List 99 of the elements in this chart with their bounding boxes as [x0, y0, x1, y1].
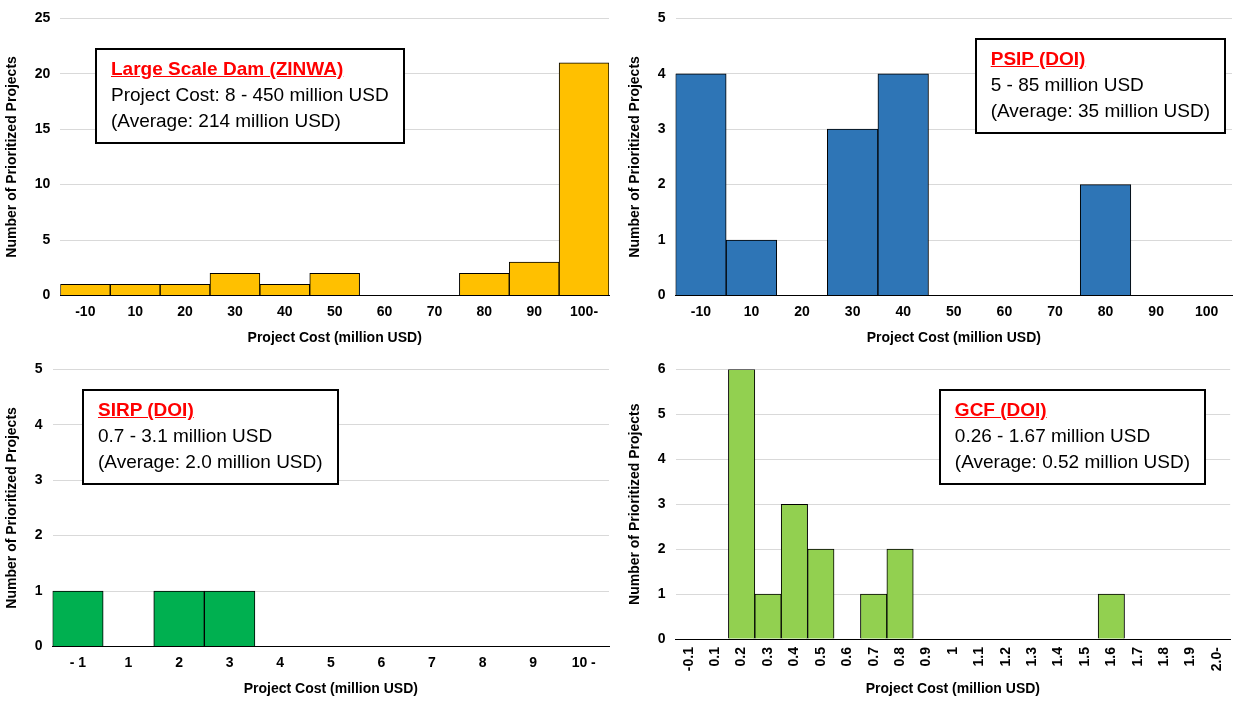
x-tick-label: 50: [326, 302, 343, 319]
x-tick-label: 20: [177, 302, 194, 319]
x-tick-label: 1.2: [996, 646, 1013, 667]
x-tick-label: 0.3: [758, 646, 775, 667]
x-tick-label: 1.4: [1049, 646, 1066, 667]
x-tick-label: 70: [426, 302, 443, 319]
x-tick-label: 90: [1148, 302, 1165, 319]
x-tick-label: 0.4: [785, 646, 802, 667]
x-tick-label: 1.3: [1022, 646, 1039, 667]
x-tick-label: 1.6: [1102, 646, 1119, 667]
annotation: (Average: 2.0 million USD): [98, 450, 323, 474]
x-tick-label: 0.8: [890, 646, 907, 667]
annotation: 0.7 - 3.1 million USD: [98, 424, 274, 448]
y-tick-label: 20: [34, 64, 51, 81]
x-tick-label: 80: [476, 302, 493, 319]
annotation: Large Scale Dam (ZINWA): [111, 57, 345, 81]
x-tick-label: 70: [1047, 302, 1063, 319]
y-tick-label: 2: [657, 175, 666, 192]
x-tick-label: -10: [690, 302, 712, 319]
annotation: (Average: 35 million USD): [990, 99, 1210, 123]
x-tick-label: 1.1: [970, 646, 987, 667]
y-tick-label: 5: [34, 360, 43, 377]
y-tick-label: 5: [657, 9, 666, 26]
x-tick-label: 0.5: [811, 646, 828, 667]
x-tick-label: 10: [127, 302, 144, 319]
y-tick-label: 3: [657, 120, 666, 137]
x-tick-label: 6: [377, 653, 386, 670]
annotation: SIRP (DOI): [98, 398, 195, 422]
x-tick-label: -0.1: [679, 646, 696, 672]
y-axis-title: Number of Prioritized Projects: [626, 403, 643, 605]
x-tick-label: 9: [529, 653, 538, 670]
x-tick-label: 60: [996, 302, 1013, 319]
x-tick-label: 4: [276, 653, 285, 670]
x-axis-title: Project Cost (million USD): [865, 680, 1040, 697]
y-tick-label: 1: [657, 230, 666, 247]
y-tick-label: 1: [34, 581, 43, 598]
y-axis-title: Number of Prioritized Projects: [3, 406, 20, 609]
x-tick-label: 0.9: [917, 646, 934, 667]
annotation: (Average: 214 million USD): [111, 109, 342, 133]
x-tick-label: 2: [175, 653, 184, 670]
annotation: Project Cost: 8 - 450 million USD: [111, 83, 389, 107]
y-tick-label: 3: [657, 495, 666, 512]
y-tick-label: 4: [657, 64, 666, 81]
x-tick-label: 1: [124, 653, 133, 670]
x-tick-label: 7: [428, 653, 437, 670]
y-tick-label: 5: [42, 230, 51, 247]
x-axis-title: Project Cost (million USD): [247, 329, 422, 346]
x-tick-label: 1: [943, 646, 960, 655]
y-tick-label: 10: [34, 175, 51, 192]
x-tick-label: 3: [225, 653, 234, 670]
annotation: 5 - 85 million USD: [990, 73, 1145, 97]
x-tick-label: 30: [227, 302, 243, 319]
y-tick-label: 1: [657, 584, 666, 601]
annotation: PSIP (DOI): [990, 47, 1087, 71]
y-tick-label: 0: [657, 629, 666, 646]
x-tick-label: 10: [743, 302, 760, 319]
y-tick-label: 6: [657, 360, 666, 377]
x-tick-label: 100-: [570, 302, 599, 319]
x-tick-label: 100: [1195, 302, 1219, 319]
y-axis-title: Number of Prioritized Projects: [626, 55, 643, 258]
x-tick-label: -10: [75, 302, 96, 319]
y-tick-label: 25: [34, 9, 51, 26]
y-tick-label: 5: [657, 405, 666, 422]
x-tick-label: 60: [376, 302, 393, 319]
y-tick-label: 4: [34, 415, 43, 432]
x-tick-label: 80: [1097, 302, 1114, 319]
x-tick-label: - 1: [69, 653, 87, 670]
x-tick-label: 1.7: [1128, 646, 1145, 667]
annotation: (Average: 0.52 million USD): [954, 450, 1190, 474]
x-tick-label: 8: [478, 653, 487, 670]
x-tick-label: 40: [895, 302, 912, 319]
x-tick-label: 40: [277, 302, 293, 319]
y-axis-title: Number of Prioritized Projects: [3, 55, 20, 258]
x-tick-label: 2.0-: [1207, 646, 1224, 672]
y-tick-label: 0: [42, 286, 51, 303]
y-tick-label: 0: [34, 637, 43, 654]
x-tick-label: 0.2: [732, 646, 749, 667]
x-tick-label: 50: [946, 302, 962, 319]
x-tick-label: 20: [794, 302, 811, 319]
y-tick-label: 3: [34, 471, 43, 488]
x-tick-label: 0.7: [864, 646, 881, 667]
y-tick-label: 0: [657, 286, 666, 303]
x-tick-label: 0.6: [838, 646, 855, 667]
annotation: 0.26 - 1.67 million USD: [954, 424, 1152, 448]
x-tick-label: 30: [844, 302, 861, 319]
y-tick-label: 2: [34, 526, 43, 543]
x-tick-label: 5: [326, 653, 335, 670]
x-tick-label: 1.9: [1181, 646, 1198, 667]
x-tick-label: 10 -: [571, 653, 597, 670]
x-tick-label: 1.8: [1155, 646, 1171, 667]
x-axis-title: Project Cost (million USD): [243, 680, 418, 697]
x-tick-label: 0.1: [706, 646, 723, 667]
y-tick-label: 15: [34, 120, 51, 137]
annotation: GCF (DOI): [954, 398, 1048, 422]
y-tick-label: 4: [657, 450, 666, 467]
y-tick-label: 2: [657, 540, 666, 557]
x-axis-title: Project Cost (million USD): [866, 329, 1041, 346]
x-tick-label: 1.5: [1075, 646, 1092, 667]
x-tick-label: 90: [526, 302, 543, 319]
